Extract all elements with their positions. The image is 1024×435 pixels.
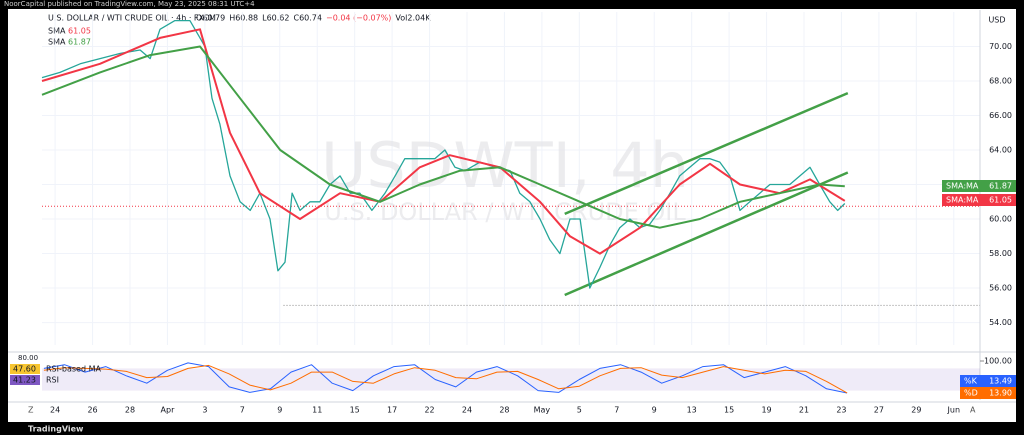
legend-name: SMA bbox=[48, 38, 66, 47]
y-tick-label: 60.00 bbox=[989, 215, 1012, 224]
x-tick-label: Apr bbox=[161, 406, 176, 415]
osc-tag-value: 13.90 bbox=[989, 389, 1012, 398]
symbol: U.S. DOLLAR / WTI CRUDE OIL · 4h · FXCM bbox=[48, 14, 216, 23]
x-tick-label: 21 bbox=[799, 406, 809, 415]
rsi-tag bbox=[10, 375, 40, 385]
x-tick-label: 11 bbox=[312, 406, 322, 415]
x-tick-label: 15 bbox=[724, 406, 734, 415]
a-button[interactable]: A bbox=[970, 406, 976, 415]
rsi-name: RSI-based MA bbox=[46, 365, 101, 374]
watermark: USDWTI, 4h U.S. DOLLAR / WTI CRUDE OIL bbox=[321, 129, 689, 226]
x-tick-label: 3 bbox=[202, 406, 207, 415]
y-tick-label: 54.00 bbox=[989, 318, 1012, 327]
x-tick-label: 7 bbox=[240, 406, 245, 415]
osc-tick-label: 100.00 bbox=[984, 357, 1012, 366]
x-tick-label: Jun bbox=[947, 406, 961, 415]
x-tick-label: 24 bbox=[50, 406, 60, 415]
trendline bbox=[564, 171, 849, 297]
x-tick-label: 9 bbox=[652, 406, 657, 415]
y-tick-label: 70.00 bbox=[989, 42, 1012, 51]
osc-line bbox=[43, 362, 848, 394]
y-tick-label: 56.00 bbox=[989, 284, 1012, 293]
x-tick-label: 5 bbox=[577, 406, 582, 415]
sma-tag bbox=[942, 194, 1016, 206]
ohlc-value: −0.04 (−0.07%) bbox=[326, 14, 391, 23]
x-tick-label: 28 bbox=[499, 406, 509, 415]
x-tick-label: 22 bbox=[424, 406, 434, 415]
osc-tag-name: %D bbox=[964, 389, 978, 398]
legend-name: SMA bbox=[48, 27, 66, 36]
x-tick-label: 17 bbox=[387, 406, 397, 415]
rsi-tag bbox=[10, 364, 40, 374]
osc-band bbox=[42, 368, 980, 391]
x-tick-label: 23 bbox=[836, 406, 846, 415]
sma-line bbox=[41, 45, 845, 229]
currency: USD bbox=[988, 16, 1005, 25]
published: NoorCapital published on TradingView.com… bbox=[4, 0, 255, 8]
rsi-value: 47.60 bbox=[13, 365, 36, 374]
y-tick-label: 58.00 bbox=[989, 249, 1012, 258]
x-tick-label: 15 bbox=[350, 406, 360, 415]
y-tick-label: 64.00 bbox=[989, 146, 1012, 155]
osc-tag-name: %K bbox=[964, 377, 978, 386]
osc-line bbox=[43, 364, 848, 394]
sma-tag-name: SMA:MA bbox=[946, 196, 979, 205]
y-tick-label: 68.00 bbox=[989, 77, 1012, 86]
x-tick-label: 24 bbox=[462, 406, 472, 415]
ohlc-value: O60.79 bbox=[196, 14, 225, 23]
ohlc-value: L60.62 bbox=[262, 14, 289, 23]
sma-tag-name: SMA:MA bbox=[946, 182, 979, 191]
x-tick-label: 7 bbox=[614, 406, 619, 415]
legend-value: 61.87 bbox=[68, 38, 91, 47]
trendline bbox=[564, 91, 849, 216]
x-tick-label: 13 bbox=[687, 406, 697, 415]
ohlc-value: H60.88 bbox=[229, 14, 258, 23]
x-tick-label: May bbox=[534, 406, 551, 415]
osc-left-label: 80.00 bbox=[18, 354, 38, 362]
x-tick-label: 29 bbox=[911, 406, 921, 415]
x-tick-label: 19 bbox=[761, 406, 771, 415]
brand: TradingView bbox=[28, 425, 84, 434]
sma-tag-value: 61.87 bbox=[989, 182, 1012, 191]
osc-tag bbox=[960, 387, 1016, 399]
rsi-value: 41.23 bbox=[13, 376, 36, 385]
z-button[interactable]: Z bbox=[28, 406, 34, 415]
x-tick-label: 9 bbox=[277, 406, 282, 415]
x-tick-label: 27 bbox=[874, 406, 884, 415]
sma-tag bbox=[942, 180, 1016, 192]
panel bbox=[8, 9, 1016, 422]
x-tick-label: 26 bbox=[87, 406, 97, 415]
osc-tag bbox=[960, 375, 1016, 387]
watermark-title: USDWTI, 4h bbox=[321, 129, 689, 202]
osc-tag-value: 13.49 bbox=[989, 377, 1012, 386]
ohlc-value: Vol2.04K bbox=[395, 14, 431, 23]
x-tick-label: 28 bbox=[125, 406, 135, 415]
ohlc-value: C60.74 bbox=[293, 14, 322, 23]
sma-tag-value: 61.05 bbox=[989, 196, 1012, 205]
sma-line bbox=[41, 28, 846, 255]
legend-value: 61.05 bbox=[68, 27, 91, 36]
y-tick-label: 66.00 bbox=[989, 111, 1012, 120]
rsi-name: RSI bbox=[46, 376, 59, 385]
